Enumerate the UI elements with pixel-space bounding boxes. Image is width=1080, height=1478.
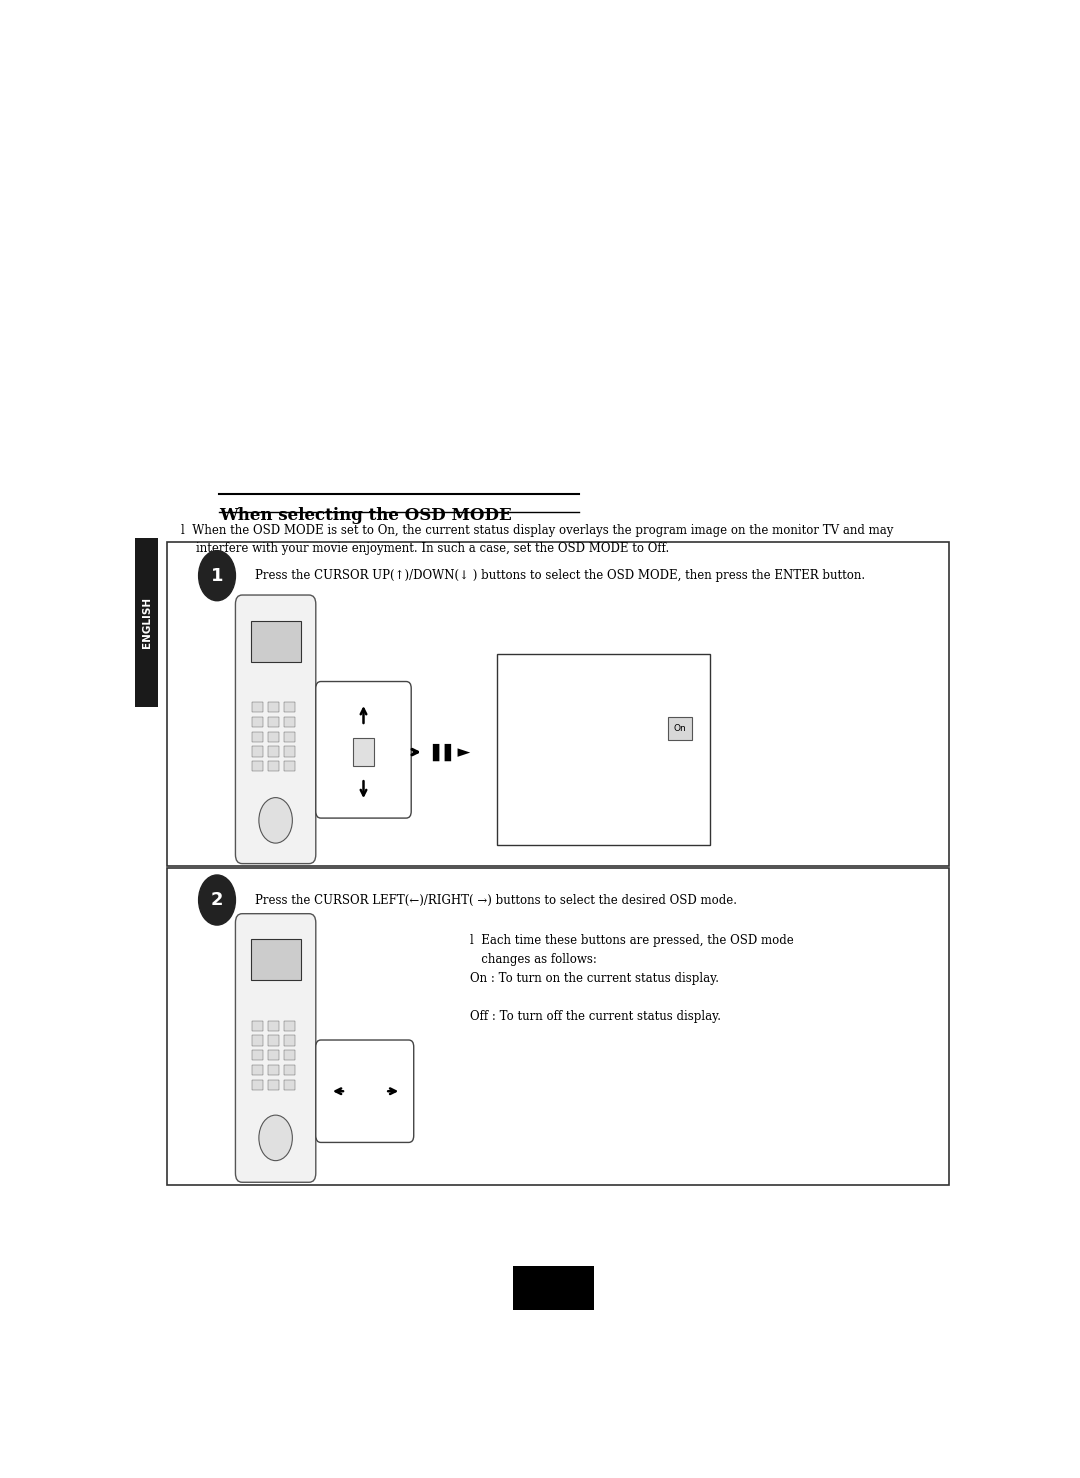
Bar xyxy=(253,732,264,742)
Text: On: On xyxy=(674,724,686,733)
Bar xyxy=(135,538,159,706)
FancyBboxPatch shape xyxy=(166,541,949,866)
Bar xyxy=(284,1066,295,1076)
Bar xyxy=(284,1021,295,1032)
Bar xyxy=(253,717,264,727)
Bar xyxy=(284,732,295,742)
Text: R E T U R N : B a c k: R E T U R N : B a c k xyxy=(507,826,591,835)
Bar xyxy=(268,1051,279,1061)
Bar xyxy=(284,746,295,757)
Text: l  Each time these buttons are pressed, the OSD mode
   changes as follows:
On :: l Each time these buttons are pressed, t… xyxy=(470,934,794,1023)
Bar xyxy=(251,939,300,980)
Bar xyxy=(268,1080,279,1091)
Text: ◄► : S e l e c t: ◄► : S e l e c t xyxy=(648,826,708,835)
FancyBboxPatch shape xyxy=(315,681,411,819)
Bar xyxy=(253,1080,264,1091)
FancyBboxPatch shape xyxy=(166,868,949,1184)
Bar xyxy=(268,732,279,742)
Text: O S D  D I S P L A Y: O S D D I S P L A Y xyxy=(507,724,592,733)
FancyBboxPatch shape xyxy=(497,655,710,845)
Bar xyxy=(268,761,279,772)
Text: Press the CURSOR UP(↑)/DOWN(↓ ) buttons to select the OSD MODE, then press the E: Press the CURSOR UP(↑)/DOWN(↓ ) buttons … xyxy=(255,569,865,582)
Bar xyxy=(251,621,300,662)
Text: ▌▌►: ▌▌► xyxy=(432,743,471,761)
Text: O S D  M O D E: O S D M O D E xyxy=(567,667,640,677)
Bar xyxy=(284,717,295,727)
Bar xyxy=(253,761,264,772)
Bar xyxy=(253,1036,264,1046)
Bar xyxy=(513,1267,594,1310)
Bar xyxy=(253,1066,264,1076)
Bar xyxy=(353,739,374,766)
Bar xyxy=(284,1036,295,1046)
Bar xyxy=(253,746,264,757)
Bar xyxy=(284,761,295,772)
Text: :: : xyxy=(651,723,654,733)
Text: 2: 2 xyxy=(211,891,224,909)
Bar xyxy=(268,746,279,757)
Bar xyxy=(268,702,279,712)
Bar xyxy=(253,1021,264,1032)
Bar xyxy=(253,702,264,712)
Text: ►: ► xyxy=(692,723,700,733)
Text: l  When the OSD MODE is set to On, the current status display overlays the progr: l When the OSD MODE is set to On, the cu… xyxy=(181,525,893,556)
Bar xyxy=(268,1021,279,1032)
Text: Press the CURSOR LEFT(←)/RIGHT( →) buttons to select the desired OSD mode.: Press the CURSOR LEFT(←)/RIGHT( →) butto… xyxy=(255,894,737,906)
Circle shape xyxy=(199,551,235,600)
Text: ◄: ◄ xyxy=(661,723,669,733)
Bar xyxy=(268,1036,279,1046)
Text: ENGLISH: ENGLISH xyxy=(141,597,151,647)
Circle shape xyxy=(199,875,235,925)
Circle shape xyxy=(259,798,293,842)
Text: When selecting the OSD MODE: When selecting the OSD MODE xyxy=(218,507,512,525)
FancyBboxPatch shape xyxy=(669,717,691,739)
Bar xyxy=(253,1051,264,1061)
Bar xyxy=(284,702,295,712)
Bar xyxy=(268,717,279,727)
FancyBboxPatch shape xyxy=(235,596,315,863)
Circle shape xyxy=(259,1114,293,1160)
FancyBboxPatch shape xyxy=(235,913,315,1182)
FancyBboxPatch shape xyxy=(315,1041,414,1142)
Text: 1: 1 xyxy=(211,566,224,585)
Bar xyxy=(268,1066,279,1076)
Bar xyxy=(284,1080,295,1091)
Bar xyxy=(284,1051,295,1061)
